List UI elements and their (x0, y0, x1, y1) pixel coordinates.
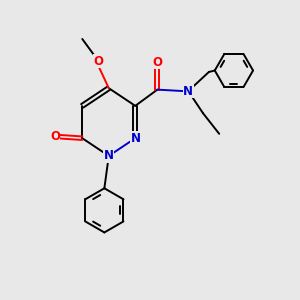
Text: O: O (152, 56, 162, 69)
Text: O: O (94, 55, 103, 68)
Text: N: N (131, 132, 141, 145)
Text: N: N (183, 85, 193, 98)
Text: O: O (50, 130, 60, 143)
Text: N: N (104, 149, 114, 162)
